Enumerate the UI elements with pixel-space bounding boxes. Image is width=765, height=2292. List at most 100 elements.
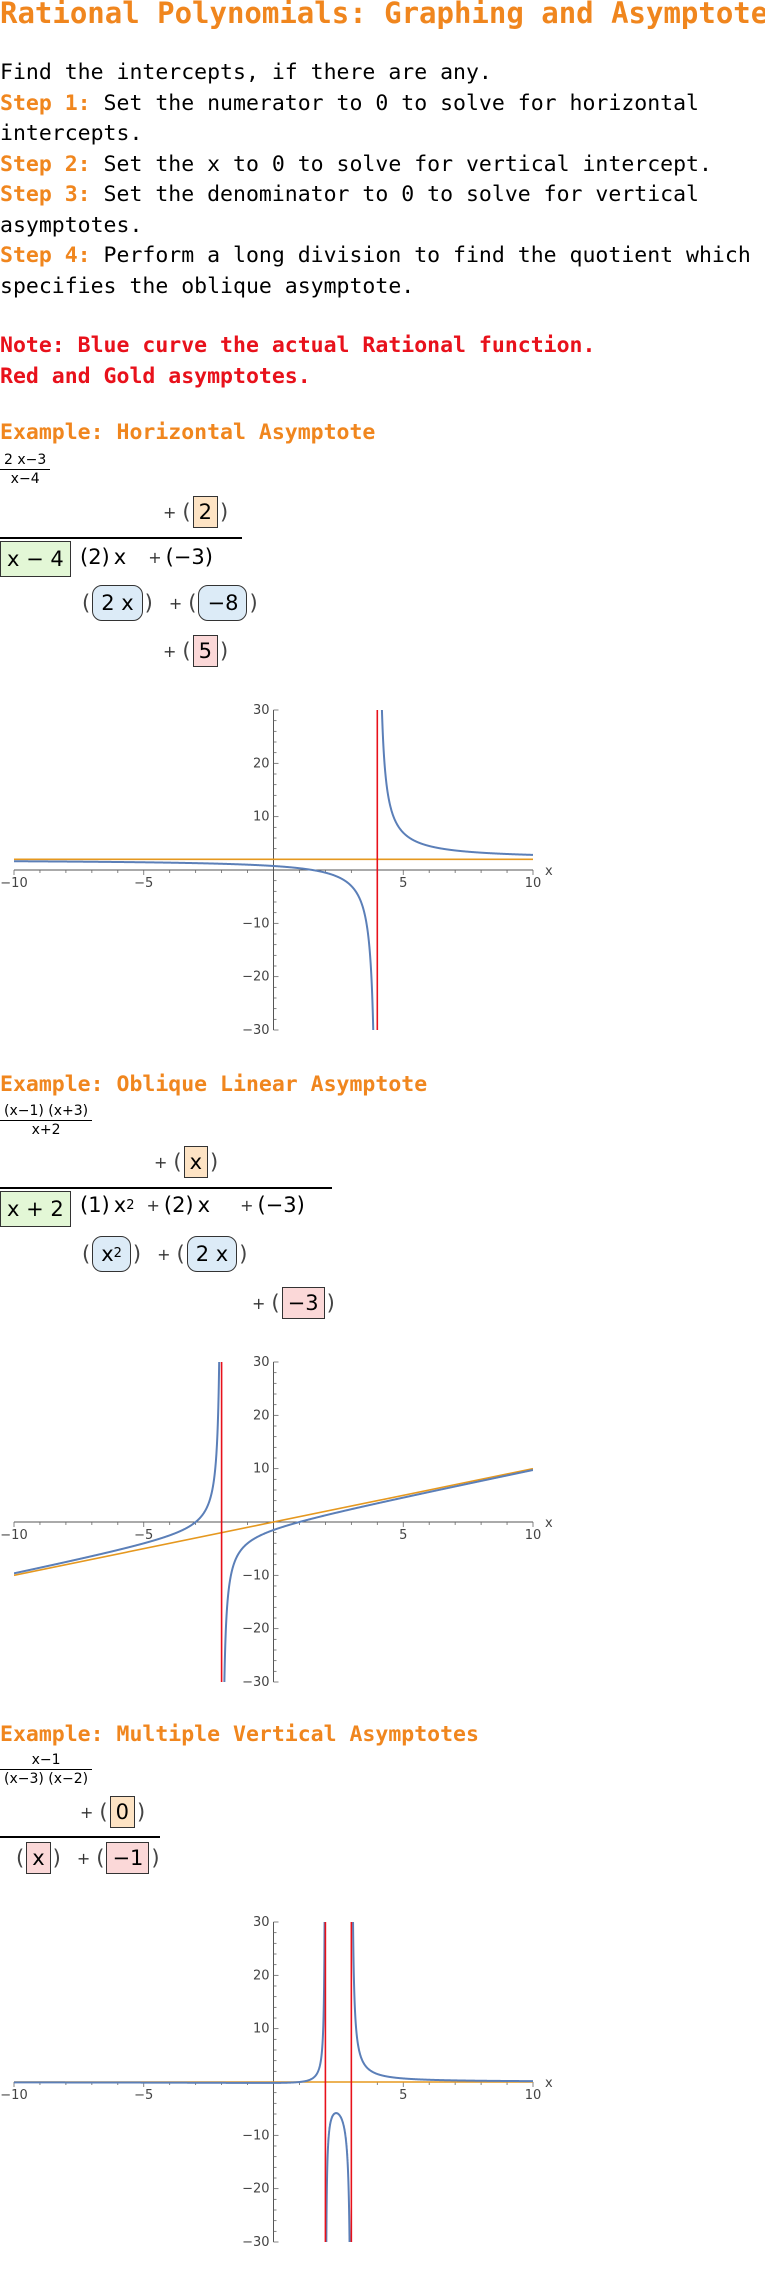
remainder-term: −3 [281, 1287, 325, 1319]
paren: ( [182, 500, 191, 524]
plus-sign: + [146, 1195, 160, 1215]
divisor: x + 2 [0, 1191, 71, 1227]
remainder-term: 5 [192, 635, 218, 667]
paren: ) [239, 1242, 248, 1266]
paren: ) [151, 1846, 160, 1870]
function-graph: −10 −5 5 10 −30 −20 −10 10 20 30 x [0, 1355, 553, 1690]
x-axis-label: x [545, 864, 553, 879]
divisor: x − 4 [0, 541, 71, 577]
remainder-row: + ( 5 ) [163, 635, 230, 667]
paren: ( [99, 1800, 108, 1824]
page-title: Rational Polynomials: Graphing and Asymp… [0, 0, 765, 30]
step-label: Step 1: [0, 90, 91, 116]
rational-fraction: x−1 (x−3) (x−2) [0, 1752, 93, 1787]
variable: x [113, 545, 127, 569]
rational-fraction: 2 x−3 x−4 [0, 452, 51, 487]
remainder-row: + ( −3 ) [252, 1287, 337, 1319]
variable: x [101, 1242, 114, 1266]
y-tick-label: −30 [242, 1023, 269, 1038]
step-1: Step 1: Set the numerator to 0 to solve … [0, 89, 765, 150]
fraction-denominator: (x−3) (x−2) [4, 1771, 89, 1787]
divisor-box: x − 4 [0, 541, 71, 577]
step-text: Perform a long division to find the quot… [0, 243, 751, 299]
paren: ) [136, 1800, 146, 1824]
step-text: Set the numerator to 0 to solve for hori… [0, 90, 699, 147]
plus-sign: + [240, 1195, 254, 1215]
step-4: Step 4: Perform a long division to find … [0, 241, 765, 302]
paren: ) [326, 1291, 335, 1315]
plus-sign: + [163, 502, 177, 522]
quotient-row: + ( x ) [154, 1146, 220, 1178]
y-tick-label: −30 [242, 1675, 269, 1690]
product-term: 2 x [186, 1236, 238, 1272]
plus-sign: + [252, 1293, 266, 1313]
plus-sign: + [76, 1848, 91, 1868]
paren: ) [144, 591, 153, 615]
paren: ) [219, 500, 229, 524]
coefficient: (2) [80, 545, 110, 569]
quotient-term: 2 [192, 496, 218, 528]
division-bar [0, 1836, 160, 1838]
x-tick-label: −5 [134, 2088, 153, 2103]
function-graph: −10 −5 5 10 −30 −20 −10 10 20 30 x [0, 703, 553, 1038]
function-curve-segment [325, 2111, 351, 2242]
plus-sign: + [163, 641, 177, 661]
paren: ( [173, 1150, 182, 1174]
paren: ( [271, 1291, 280, 1315]
paren: ( [182, 639, 191, 663]
x-tick-label: 10 [525, 1528, 542, 1543]
y-tick-label: 20 [253, 1408, 270, 1423]
y-tick-label: 20 [253, 756, 270, 771]
coefficient: (2) [163, 1193, 194, 1217]
fraction-denominator: x+2 [31, 1122, 61, 1138]
paren: ( [176, 1242, 185, 1266]
y-tick-label: 20 [253, 1968, 270, 1983]
x-tick-label: −10 [0, 1528, 27, 1543]
variable: x [113, 1193, 127, 1217]
note: Note: Blue curve the actual Rational fun… [0, 331, 595, 392]
plus-sign: + [154, 1152, 168, 1172]
function-curve-segment [14, 860, 375, 1030]
quotient-term: x [183, 1146, 209, 1178]
step-3: Step 3: Set the denominator to 0 to solv… [0, 180, 765, 241]
paren: ) [249, 591, 258, 615]
fraction-denominator: x−4 [10, 471, 40, 487]
rational-fraction: (x−1) (x+3) x+2 [0, 1103, 93, 1138]
paren: ( [82, 591, 91, 615]
plus-sign: + [168, 593, 183, 613]
note-line-1: Note: Blue curve the actual Rational fun… [0, 333, 596, 358]
example-heading: Example: Multiple Vertical Asymptotes [0, 1722, 479, 1747]
step-label: Step 4: [0, 243, 91, 268]
product-term: 2 x [92, 585, 143, 621]
quotient-row: + ( 2 ) [163, 496, 230, 528]
paren: ) [52, 1846, 61, 1870]
y-tick-label: 10 [253, 2022, 270, 2037]
plus-sign: + [157, 1244, 171, 1264]
paren: ( [188, 591, 197, 615]
plus-sign: + [148, 547, 162, 567]
x-tick-label: 10 [525, 2088, 542, 2103]
y-tick-label: 30 [253, 703, 270, 718]
example-heading: Example: Horizontal Asymptote [0, 420, 376, 445]
division-bar [0, 1187, 332, 1189]
product-term: −8 [198, 585, 248, 621]
function-curve-segment [352, 1922, 533, 2083]
y-tick-label: 10 [253, 810, 270, 825]
y-tick-label: −10 [242, 2128, 269, 2143]
quotient-term: 0 [109, 1796, 135, 1828]
fraction-numerator: x−1 [0, 1752, 93, 1770]
step-label: Step 2: [0, 151, 91, 177]
function-curve-segment [380, 710, 533, 856]
constant: (−3) [165, 545, 213, 569]
paren: ( [16, 1846, 25, 1870]
step-text: Set the denominator to 0 to solve for ve… [0, 182, 699, 238]
dividend-row: ( x ) + ( −1 ) [14, 1842, 162, 1874]
y-tick-label: −10 [242, 916, 269, 931]
function-curve-segment [14, 1922, 326, 2084]
function-curve-segment [223, 1469, 533, 1682]
division-bar [0, 537, 242, 539]
exponent: 2 [113, 1246, 122, 1261]
variable: x [197, 1193, 211, 1217]
coefficient: (1) [80, 1193, 110, 1217]
